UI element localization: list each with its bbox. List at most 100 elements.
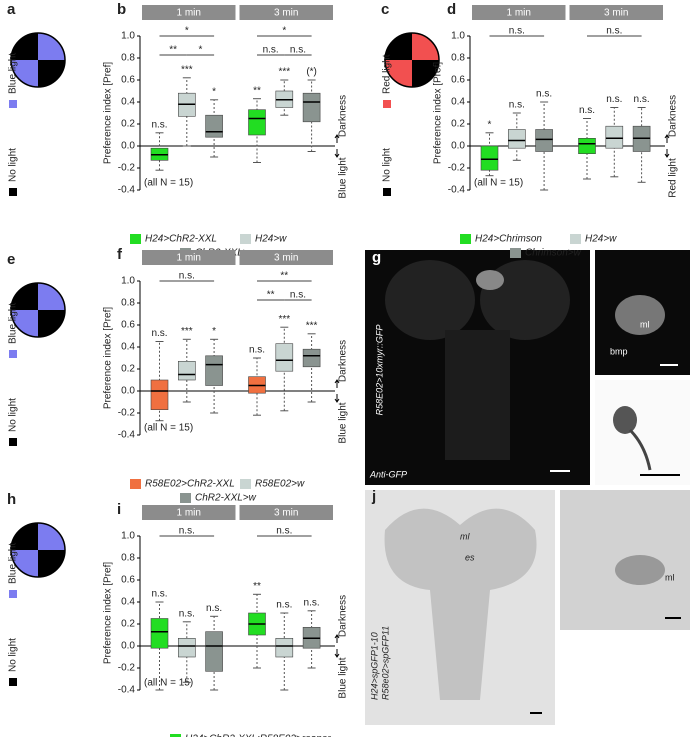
legend-label: ChR2-XXL>w: [195, 493, 257, 504]
significance: n.s.: [206, 603, 222, 614]
box: [302, 348, 321, 368]
neuron: [613, 406, 637, 434]
y-tick-label: -0.2: [448, 163, 466, 174]
panel-label: b: [117, 1, 126, 18]
quadrant: [38, 523, 65, 550]
legend-label: H24>Chrimson: [475, 234, 542, 245]
y-tick-label: -0.2: [118, 408, 136, 419]
comparison-label: n.s.: [290, 45, 306, 56]
legend-label: R58E02>w: [255, 479, 305, 490]
box: [178, 637, 196, 658]
comparison-label: *: [282, 26, 286, 37]
quadrant: [385, 33, 412, 60]
significance: n.s.: [179, 608, 195, 619]
brain: [384, 508, 537, 700]
y-axis-label: Preference index [Pref]: [103, 62, 114, 164]
comparison-label: n.s.: [179, 271, 195, 282]
comparison-label: n.s.: [606, 26, 622, 37]
y-tick-label: 0.0: [121, 641, 135, 652]
panel-label: h: [7, 491, 16, 508]
legend-swatch: [9, 590, 17, 598]
header-bar: [239, 250, 333, 265]
direction-label: Blue light: [338, 657, 349, 698]
panel-label: g: [372, 249, 381, 266]
stimulus-label: Red light: [382, 54, 393, 94]
quadrant: [11, 283, 38, 310]
header-label: 3 min: [274, 8, 298, 19]
box: [302, 92, 321, 123]
header-label: 1 min: [177, 253, 201, 264]
quadrant: [38, 310, 65, 337]
significance: *: [212, 86, 216, 97]
y-tick-label: 0.4: [121, 97, 135, 108]
direction-label: Darkness: [338, 340, 349, 382]
header-bar: [239, 505, 333, 520]
legend-label: H24>ChR2-XXL;R58E02>reaper: [185, 734, 331, 737]
box: [275, 637, 294, 658]
scale-bar: [640, 474, 680, 476]
signal: [615, 555, 665, 585]
quadrant: [412, 33, 439, 60]
header-label: 3 min: [274, 508, 298, 519]
quadrant: [38, 60, 65, 87]
region-label: ml: [640, 319, 650, 329]
legend-label: H24>ChR2-XXL: [145, 234, 217, 245]
panel-label: e: [7, 251, 15, 268]
quadrant: [38, 33, 65, 60]
legend-swatch: [170, 734, 181, 737]
scale-bar: [530, 712, 542, 714]
quadrant: [11, 310, 38, 337]
stimulus-label: No light: [382, 148, 393, 182]
quadrant: [11, 60, 38, 87]
y-tick-label: 0.2: [121, 119, 135, 130]
arrow: [334, 634, 340, 658]
significance: ***: [181, 326, 193, 337]
y-tick-label: 0.4: [121, 597, 135, 608]
header-bar: [142, 5, 236, 20]
y-tick-label: 0.8: [121, 298, 135, 309]
panel-label: d: [447, 1, 456, 18]
y-tick-label: 0.2: [451, 119, 465, 130]
box: [605, 125, 624, 149]
box: [507, 129, 526, 149]
legend-label: H24>w: [585, 234, 617, 245]
circle-outline: [10, 282, 66, 338]
note: (all N = 15): [144, 178, 193, 189]
significance: ***: [181, 64, 193, 75]
legend-swatch: [9, 438, 17, 446]
header-bar: [569, 5, 663, 20]
significance: n.s.: [151, 119, 167, 130]
stimulus-label: No light: [8, 638, 19, 672]
y-tick-label: 0.2: [121, 619, 135, 630]
legend-swatch: [570, 234, 581, 244]
direction-label: Darkness: [668, 95, 679, 137]
y-tick-label: 1.0: [121, 531, 135, 542]
box: [535, 129, 553, 152]
direction-label: Blue light: [338, 157, 349, 198]
stimulus-label: No light: [8, 148, 19, 182]
genotype: R58E02>10xmyr::GFP: [374, 325, 384, 416]
arrow: [334, 379, 340, 403]
box: [275, 343, 294, 372]
box: [150, 379, 169, 411]
scale-bar: [660, 364, 678, 366]
y-tick-label: -0.4: [118, 185, 136, 196]
y-tick-label: 1.0: [121, 31, 135, 42]
genotype: R58e02>spGFP11: [380, 626, 390, 700]
comparison-label: *: [198, 45, 202, 56]
quadrant: [412, 60, 439, 87]
region-label: ml: [665, 572, 675, 582]
neurite: [628, 428, 652, 471]
comparison-label: n.s.: [263, 45, 279, 56]
legend-swatch: [180, 493, 191, 503]
significance: n.s.: [634, 94, 650, 105]
quadrant: [11, 523, 38, 550]
comparison-label: *: [185, 26, 189, 37]
quadrant: [38, 283, 65, 310]
y-tick-label: 0.8: [451, 53, 465, 64]
y-tick-label: 1.0: [121, 276, 135, 287]
significance: ***: [306, 320, 318, 331]
quadrant: [38, 550, 65, 577]
y-tick-label: -0.4: [448, 185, 466, 196]
y-tick-label: 0.6: [121, 75, 135, 86]
